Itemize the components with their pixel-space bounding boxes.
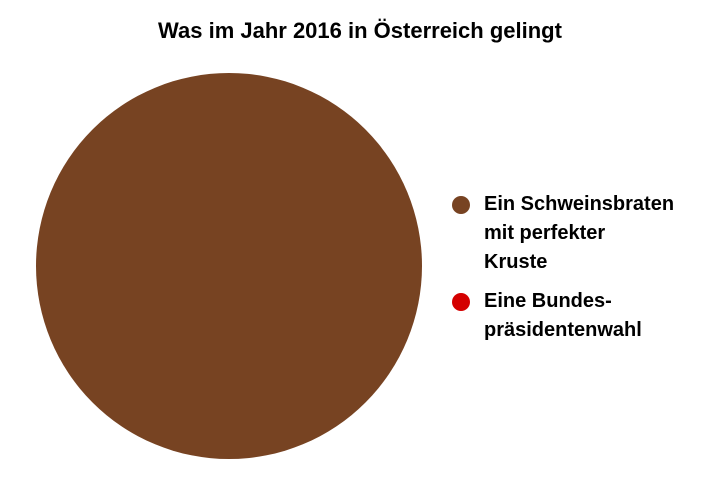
legend: Ein Schweinsbraten mit perfekter Kruste … (450, 190, 710, 355)
legend-swatch-schweinsbraten (452, 196, 470, 214)
legend-swatch-bundespraesidentenwahl (452, 293, 470, 311)
legend-label-bundespraesidentenwahl: Eine Bundes- präsidentenwahl (484, 290, 642, 341)
legend-label-schweinsbraten: Ein Schweinsbraten mit perfekter Kruste (484, 193, 675, 273)
chart-title: Was im Jahr 2016 in Österreich gelingt (158, 18, 562, 43)
legend-item-schweinsbraten: Ein Schweinsbraten mit perfekter Kruste (450, 190, 710, 277)
pie-slice-schweinsbraten (36, 73, 422, 459)
legend-item-bundespraesidentenwahl: Eine Bundes- präsidentenwahl (450, 287, 710, 345)
